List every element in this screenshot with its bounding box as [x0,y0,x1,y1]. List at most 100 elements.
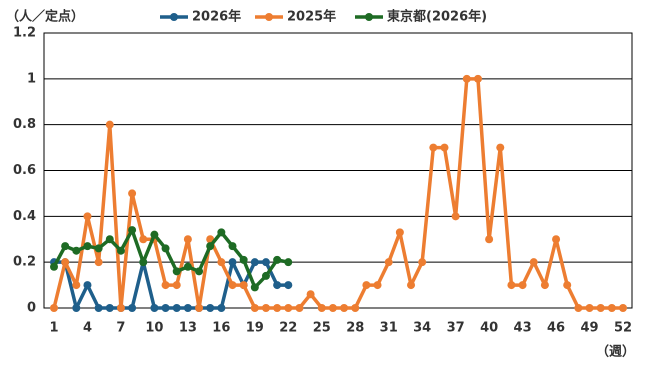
x-tick-label: 31 [380,321,398,336]
x-tick-label: 43 [514,321,532,336]
legend-label: 2025年 [287,9,336,25]
legend-marker [365,13,373,21]
data-point [518,281,527,290]
x-tick-label: 7 [116,321,125,336]
data-point [128,304,137,312]
data-point [328,304,337,312]
x-tick-label: 19 [246,321,264,336]
data-point [228,242,237,251]
x-tick-label: 34 [413,321,431,336]
data-point [529,258,538,267]
data-point [50,262,58,271]
data-point [395,228,404,237]
data-point [83,281,92,290]
data-point [105,304,114,312]
data-point [306,290,315,299]
data-point [150,230,159,239]
x-tick-label: 40 [480,321,498,336]
data-point [440,143,449,152]
series-line [52,228,289,290]
data-point [183,262,192,271]
data-point [250,283,259,292]
data-point [273,255,282,264]
data-point [473,74,482,83]
legend-marker [170,13,178,21]
data-point [250,304,259,312]
y-tick-label: 1 [27,71,36,86]
series [50,226,293,292]
data-point [429,143,438,152]
x-tick-label: 1 [49,321,58,336]
data-point [373,281,382,290]
x-tick-label: 25 [313,321,331,336]
data-point [72,304,81,312]
data-point [50,304,58,312]
data-point [72,281,81,290]
x-tick-label: 4 [83,321,92,336]
data-point [295,304,304,312]
data-point [607,304,616,312]
data-point [407,281,416,290]
x-tick-label: 13 [179,321,197,336]
data-point [206,304,215,312]
data-point [83,212,92,221]
data-point [183,304,192,312]
series [50,74,627,312]
data-point [351,304,360,312]
data-point [485,235,494,244]
data-point [61,258,70,267]
data-point [150,304,159,312]
data-point [206,242,215,251]
data-point [239,281,248,290]
data-point [552,235,561,244]
data-point [284,281,293,290]
data-point [83,242,92,251]
data-point [172,304,181,312]
data-point [250,258,259,267]
data-point [161,281,170,290]
data-point [317,304,326,312]
series-line [52,77,623,310]
data-point [418,258,427,267]
y-tick-label: 0.6 [13,163,36,178]
data-point [139,235,148,244]
data-point [261,271,270,280]
data-point [128,226,137,235]
data-point [384,258,393,267]
data-point [507,281,516,290]
y-tick-label: 0.2 [13,255,36,270]
legend-label: 東京都(2026年) [387,9,487,25]
data-point [261,304,270,312]
y-tick-label: 0.4 [13,209,36,224]
y-tick-label: 0.8 [13,117,36,132]
data-point [217,258,226,267]
data-point [139,258,148,267]
data-point [195,304,204,312]
data-point [284,258,293,267]
data-point [496,143,505,152]
data-point [183,235,192,244]
x-tick-label: 37 [447,321,465,336]
data-point [61,242,70,251]
data-point [217,228,226,237]
data-point [596,304,605,312]
data-point [362,281,371,290]
data-point [217,304,226,312]
data-point [116,304,125,312]
data-point [161,244,170,253]
data-point [94,244,103,253]
data-point [105,120,114,129]
data-point [161,304,170,312]
x-axis-label: （週） [596,344,635,360]
x-tick-label: 28 [346,321,364,336]
data-point [172,267,181,276]
x-tick-label: 52 [614,321,632,336]
y-axis-label: （人／定点） [6,9,84,25]
data-point [172,281,181,290]
data-point [116,246,125,255]
data-point [72,246,81,255]
data-point [228,281,237,290]
data-point [540,281,549,290]
data-point [563,281,572,290]
